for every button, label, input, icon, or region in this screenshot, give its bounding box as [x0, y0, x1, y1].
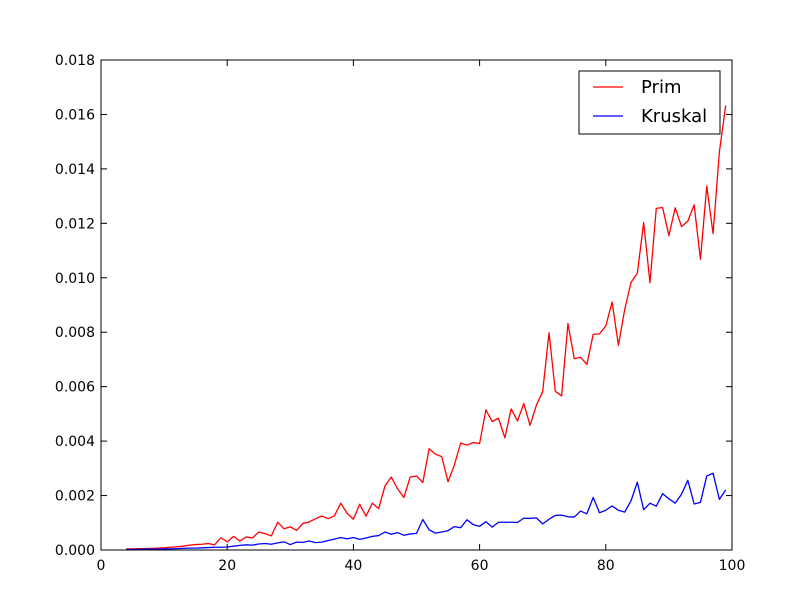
- y-tick-label: 0.016: [55, 107, 95, 123]
- y-tick-label: 0.000: [55, 543, 95, 559]
- plot-lines: [126, 105, 727, 551]
- y-tick-label: 0.004: [55, 434, 95, 450]
- x-tick-label: 80: [597, 558, 615, 574]
- legend: Prim Kruskal: [578, 70, 721, 135]
- plot-frame: [100, 59, 733, 551]
- tick-labels: 0 20 40 60 80 100 0.000 0.002 0.004 0.006 0.008 0.0…: [55, 53, 745, 574]
- series-line-prim: [126, 105, 727, 550]
- x-tick-label: 100: [719, 558, 746, 574]
- y-tick-label: 0.008: [55, 325, 95, 341]
- y-tick-label: 0.012: [55, 216, 95, 232]
- y-tick-label: 0.006: [55, 380, 95, 396]
- legend-box: [578, 70, 721, 135]
- x-tick-label: 40: [344, 558, 362, 574]
- y-tick-label: 0.010: [55, 271, 95, 287]
- legend-label-kruskal: Kruskal: [641, 106, 707, 127]
- y-tick-label: 0.014: [55, 162, 95, 178]
- y-tick-label: 0.018: [55, 53, 95, 69]
- x-tick-label: 60: [471, 558, 489, 574]
- series-line-kruskal: [126, 472, 727, 551]
- x-tick-label: 20: [218, 558, 236, 574]
- legend-label-prim: Prim: [641, 77, 681, 98]
- x-tick-label: 0: [97, 558, 106, 574]
- y-tick-label: 0.002: [55, 489, 95, 505]
